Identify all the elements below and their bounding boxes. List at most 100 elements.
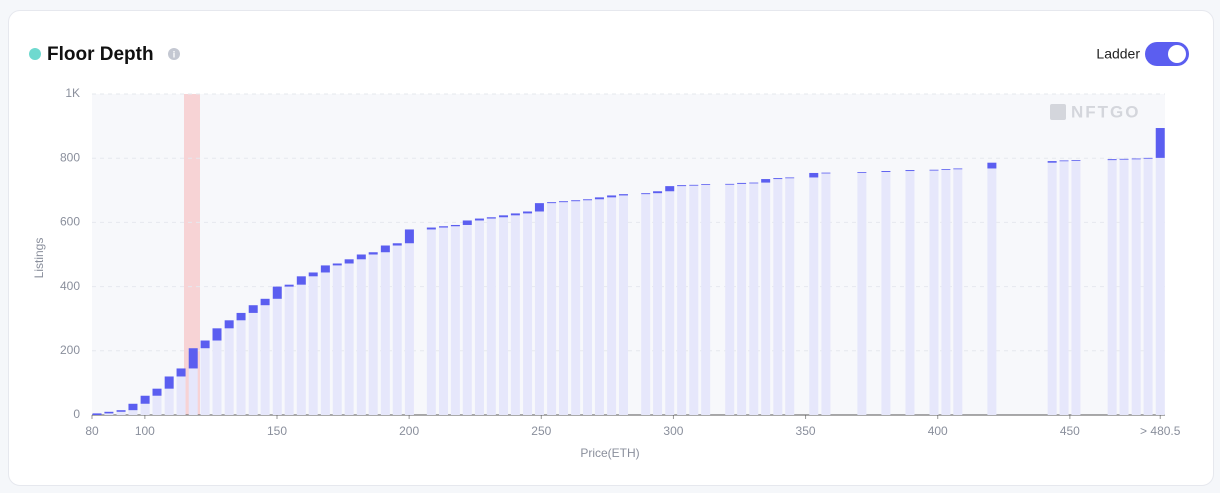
bar (236, 312, 246, 321)
ladder-base (1143, 158, 1153, 415)
bar (785, 177, 795, 179)
ladder-base (176, 376, 186, 415)
ladder-base (987, 168, 997, 415)
ladder-base (929, 170, 939, 415)
bar (164, 376, 174, 389)
bar (128, 403, 138, 411)
ladder-base (1155, 157, 1165, 415)
bar (737, 182, 747, 184)
ladder-base (773, 179, 783, 415)
bar (320, 265, 330, 273)
bar (701, 184, 711, 186)
ladder-base (380, 252, 390, 415)
bar (1059, 160, 1069, 162)
ladder-base (140, 403, 150, 415)
bar (594, 197, 604, 200)
bar (618, 194, 628, 196)
ladder-base (821, 172, 831, 415)
ladder-base (296, 284, 306, 415)
bar (881, 171, 891, 173)
bar (641, 193, 651, 195)
ladder-base (344, 263, 354, 415)
floor-highlight (184, 94, 200, 415)
bar (462, 220, 472, 225)
title-dot (29, 48, 41, 60)
bar (1047, 161, 1057, 163)
ladder-base (200, 348, 210, 415)
info-icon[interactable] (168, 48, 180, 60)
ladder-base (941, 169, 951, 415)
ladder-base (607, 197, 617, 415)
ladder-base (212, 340, 222, 415)
ladder-base (164, 388, 174, 415)
ladder-base (260, 305, 270, 415)
bar (665, 186, 675, 192)
ladder-base (188, 368, 198, 415)
x-tick-label: 80 (85, 424, 99, 438)
ladder-base (1059, 161, 1069, 415)
ladder-base (547, 203, 557, 415)
ladder-base (104, 413, 114, 415)
ladder-base (725, 184, 735, 415)
ladder-base (462, 224, 472, 415)
ladder-base (905, 171, 915, 415)
ladder-base (1119, 159, 1129, 415)
ladder-base (284, 286, 294, 415)
y-tick-label: 800 (60, 150, 80, 164)
bar (523, 211, 533, 214)
ladder-base (272, 298, 282, 415)
bar (104, 411, 114, 414)
bar (116, 410, 126, 412)
ladder-base (677, 186, 687, 415)
ladder-base (809, 177, 819, 415)
ladder-base (486, 218, 496, 415)
bar (426, 227, 436, 230)
bar (905, 170, 915, 172)
bar (272, 286, 282, 299)
ladder-base (224, 328, 234, 415)
y-tick-label: 200 (60, 343, 80, 357)
bar (1107, 159, 1117, 161)
bar (821, 172, 831, 174)
ladder-base (534, 211, 544, 415)
bar (725, 183, 735, 185)
bar (486, 217, 496, 219)
bar (1119, 158, 1129, 160)
ladder-base (653, 193, 663, 415)
bar (284, 284, 294, 287)
bar (474, 218, 484, 221)
y-tick-label: 600 (60, 215, 80, 229)
bar (92, 413, 102, 415)
ladder-base (761, 182, 771, 415)
toggle-knob (1168, 45, 1186, 63)
bar (1131, 158, 1141, 160)
bar (809, 172, 819, 178)
bar (1143, 157, 1153, 159)
ladder-base (474, 220, 484, 415)
ladder-base (368, 254, 378, 415)
bar (607, 195, 617, 198)
ladder-base (1131, 158, 1141, 416)
bar (929, 169, 939, 171)
bar (773, 178, 783, 180)
x-tick-label: 400 (928, 424, 948, 438)
bar (534, 203, 544, 212)
bar (380, 245, 390, 253)
toggle-label: Ladder (1096, 46, 1140, 62)
ladder-base (356, 259, 366, 415)
ladder-base (881, 172, 891, 415)
bar (953, 168, 963, 170)
bar (450, 224, 460, 227)
bar (1155, 128, 1165, 158)
plot-bg (92, 94, 1165, 415)
bar (188, 348, 198, 369)
ladder-base (1047, 162, 1057, 415)
ladder-base (498, 217, 508, 415)
bar (510, 213, 520, 216)
bar (987, 162, 997, 169)
ladder-base (953, 169, 963, 415)
ladder-base (439, 227, 448, 415)
bar (152, 388, 162, 396)
bar (571, 200, 581, 202)
